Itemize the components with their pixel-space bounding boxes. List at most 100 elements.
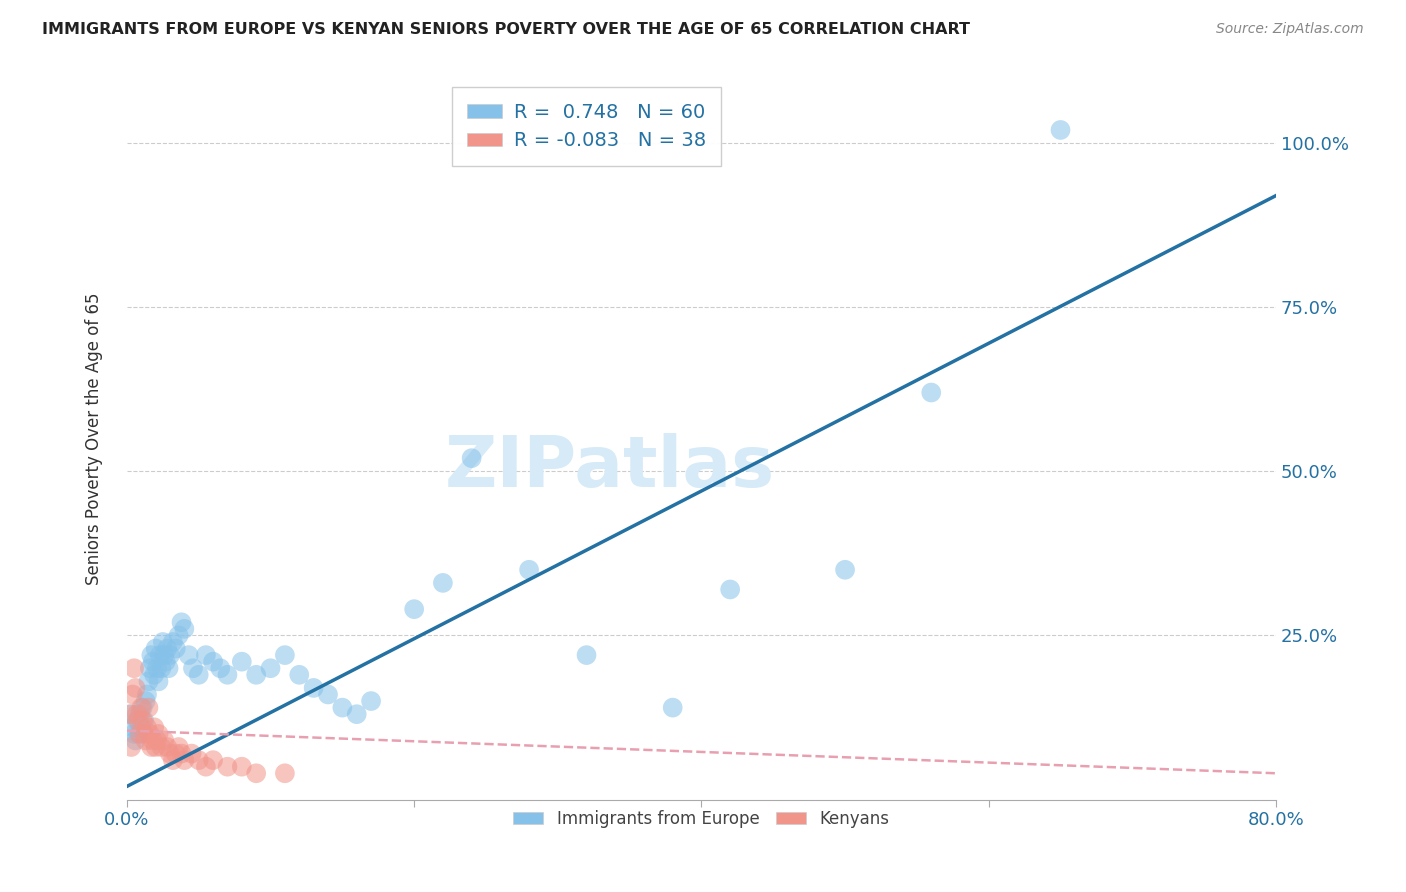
Point <box>173 753 195 767</box>
Point <box>316 688 339 702</box>
Point <box>245 766 267 780</box>
Point <box>148 727 170 741</box>
Point <box>139 727 162 741</box>
Point <box>132 714 155 728</box>
Point <box>136 720 159 734</box>
Point <box>217 760 239 774</box>
Point <box>155 655 177 669</box>
Point <box>167 628 190 642</box>
Point <box>245 668 267 682</box>
Point <box>149 648 172 662</box>
Text: ZIPatlas: ZIPatlas <box>444 433 775 502</box>
Point <box>187 668 209 682</box>
Point <box>194 648 217 662</box>
Point <box>132 700 155 714</box>
Point <box>162 753 184 767</box>
Point <box>136 688 159 702</box>
Point <box>135 694 157 708</box>
Point <box>346 707 368 722</box>
Point <box>138 700 160 714</box>
Point <box>135 733 157 747</box>
Point <box>146 661 169 675</box>
Point <box>142 655 165 669</box>
Point <box>134 727 156 741</box>
Point <box>209 661 232 675</box>
Point <box>173 622 195 636</box>
Point <box>120 707 142 722</box>
Point <box>125 707 148 722</box>
Point <box>128 707 150 722</box>
Point <box>118 707 141 722</box>
Point <box>143 720 166 734</box>
Point <box>217 668 239 682</box>
Point <box>127 714 149 728</box>
Point <box>152 635 174 649</box>
Point <box>202 753 225 767</box>
Point <box>121 688 143 702</box>
Point <box>129 720 152 734</box>
Point <box>460 451 482 466</box>
Point <box>180 747 202 761</box>
Text: IMMIGRANTS FROM EUROPE VS KENYAN SENIORS POVERTY OVER THE AGE OF 65 CORRELATION : IMMIGRANTS FROM EUROPE VS KENYAN SENIORS… <box>42 22 970 37</box>
Point <box>122 661 145 675</box>
Point <box>125 714 148 728</box>
Legend: Immigrants from Europe, Kenyans: Immigrants from Europe, Kenyans <box>506 803 896 835</box>
Point <box>124 681 146 695</box>
Point <box>432 575 454 590</box>
Point <box>143 668 166 682</box>
Point <box>127 727 149 741</box>
Point <box>170 615 193 630</box>
Point <box>150 739 173 754</box>
Point <box>142 733 165 747</box>
Point <box>1049 123 1071 137</box>
Point <box>231 655 253 669</box>
Point <box>404 602 426 616</box>
Point <box>517 563 540 577</box>
Point <box>153 733 176 747</box>
Point <box>122 727 145 741</box>
Point <box>181 661 204 675</box>
Point <box>661 700 683 714</box>
Point <box>134 714 156 728</box>
Point <box>288 668 311 682</box>
Point <box>156 739 179 754</box>
Point <box>165 641 187 656</box>
Point <box>124 733 146 747</box>
Point <box>202 655 225 669</box>
Point <box>194 760 217 774</box>
Point <box>159 648 181 662</box>
Point <box>718 582 741 597</box>
Point <box>145 641 167 656</box>
Point <box>157 661 180 675</box>
Point <box>330 700 353 714</box>
Point <box>162 635 184 649</box>
Point <box>259 661 281 675</box>
Point <box>170 747 193 761</box>
Point <box>121 720 143 734</box>
Y-axis label: Seniors Poverty Over the Age of 65: Seniors Poverty Over the Age of 65 <box>86 293 103 585</box>
Point <box>187 753 209 767</box>
Point <box>153 648 176 662</box>
Point <box>129 700 152 714</box>
Point <box>302 681 325 695</box>
Point <box>138 674 160 689</box>
Point <box>165 747 187 761</box>
Point <box>141 739 163 754</box>
Point <box>231 760 253 774</box>
Point <box>156 641 179 656</box>
Point <box>146 733 169 747</box>
Point <box>139 661 162 675</box>
Point <box>274 648 297 662</box>
Point <box>920 385 942 400</box>
Point <box>177 648 200 662</box>
Point <box>274 766 297 780</box>
Point <box>120 739 142 754</box>
Point <box>150 661 173 675</box>
Point <box>575 648 598 662</box>
Point <box>834 563 856 577</box>
Text: Source: ZipAtlas.com: Source: ZipAtlas.com <box>1216 22 1364 37</box>
Point <box>167 739 190 754</box>
Point <box>148 674 170 689</box>
Point <box>145 739 167 754</box>
Point <box>141 648 163 662</box>
